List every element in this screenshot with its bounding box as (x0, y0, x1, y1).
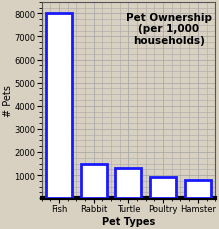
Y-axis label: # Pets: # Pets (3, 85, 13, 116)
X-axis label: Pet Types: Pet Types (102, 216, 155, 226)
Bar (150, 178, 176, 198)
Text: Pet Ownership
(per 1,000
households): Pet Ownership (per 1,000 households) (126, 13, 212, 46)
Bar (46, 14, 72, 198)
Bar (185, 180, 211, 198)
Bar (115, 168, 141, 198)
Bar (81, 164, 107, 198)
